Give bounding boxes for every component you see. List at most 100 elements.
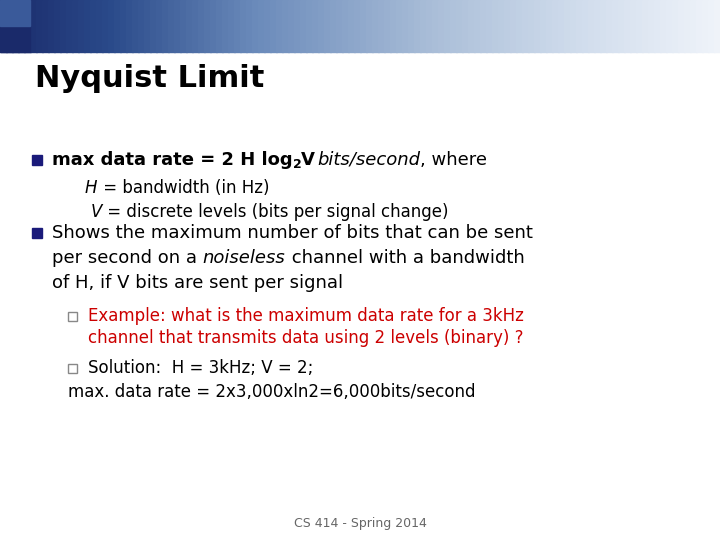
Text: = bandwidth (in Hz): = bandwidth (in Hz) [97, 179, 269, 197]
Bar [438, 0, 445, 52]
Bar [516, 0, 523, 52]
Bar [624, 0, 631, 52]
Text: Solution:  H = 3kHz; V = 2;: Solution: H = 3kHz; V = 2; [88, 359, 313, 377]
Text: per second on a: per second on a [52, 249, 203, 267]
Text: bits/second: bits/second [318, 151, 420, 169]
Text: V: V [302, 151, 315, 169]
Bar [282, 0, 289, 52]
Bar [558, 0, 565, 52]
Text: CS 414 - Spring 2014: CS 414 - Spring 2014 [294, 517, 426, 530]
Bar [294, 0, 301, 52]
Bar [6, 0, 13, 52]
Bar [258, 0, 265, 52]
Bar [414, 0, 421, 52]
Bar [96, 0, 103, 52]
Bar [528, 0, 535, 52]
Text: V: V [91, 203, 102, 221]
Text: = discrete levels (bits per signal change): = discrete levels (bits per signal chang… [102, 203, 449, 221]
Bar [396, 0, 403, 52]
Bar [474, 0, 481, 52]
Bar [24, 0, 31, 52]
Bar [684, 0, 691, 52]
Bar [498, 0, 505, 52]
Text: Shows the maximum number of bits that can be sent: Shows the maximum number of bits that ca… [52, 224, 533, 242]
Bar [120, 0, 127, 52]
Bar [702, 0, 709, 52]
Bar [126, 0, 133, 52]
Bar [18, 0, 25, 52]
Bar [48, 0, 55, 52]
Text: Example: what is the maximum data rate for a 3kHz: Example: what is the maximum data rate f… [88, 307, 524, 325]
Bar [156, 0, 163, 52]
Bar [618, 0, 625, 52]
Bar [630, 0, 637, 52]
Bar [462, 0, 469, 52]
Bar [450, 0, 457, 52]
Text: 2: 2 [292, 158, 302, 171]
Bar [384, 0, 391, 52]
Bar [252, 0, 259, 52]
Bar [522, 0, 529, 52]
Bar [68, 363, 77, 373]
Bar [714, 0, 720, 52]
Bar [288, 0, 295, 52]
Bar [696, 0, 703, 52]
Bar [108, 0, 115, 52]
Bar [588, 0, 595, 52]
Bar [348, 0, 355, 52]
Bar [222, 0, 229, 52]
Bar [300, 0, 307, 52]
Text: noiseless: noiseless [203, 249, 286, 267]
Bar [78, 0, 85, 52]
Bar [72, 0, 79, 52]
Bar [240, 0, 247, 52]
Bar [456, 0, 463, 52]
Bar [30, 0, 37, 52]
Bar [216, 0, 223, 52]
Bar [174, 0, 181, 52]
Bar [636, 0, 643, 52]
Bar [468, 0, 475, 52]
Bar [660, 0, 667, 52]
Bar [90, 0, 97, 52]
Bar [606, 0, 613, 52]
Bar [246, 0, 253, 52]
Text: max. data rate = 2x3,000xln2=6,000bits/second: max. data rate = 2x3,000xln2=6,000bits/s… [68, 383, 475, 401]
Bar [330, 0, 337, 52]
Bar [180, 0, 187, 52]
Bar [546, 0, 553, 52]
Bar [564, 0, 571, 52]
Bar [84, 0, 91, 52]
Bar [144, 0, 151, 52]
Bar [408, 0, 415, 52]
Bar [32, 155, 42, 165]
Text: channel with a bandwidth: channel with a bandwidth [286, 249, 524, 267]
Bar [0, 0, 30, 26]
Bar [306, 0, 313, 52]
Bar [534, 0, 541, 52]
Bar [270, 0, 277, 52]
Bar [504, 0, 511, 52]
Bar [210, 0, 217, 52]
Text: H: H [85, 179, 97, 197]
Bar [36, 0, 43, 52]
Bar [678, 0, 685, 52]
Bar [390, 0, 397, 52]
Bar [690, 0, 697, 52]
Bar [168, 0, 175, 52]
Bar [186, 0, 193, 52]
Bar [612, 0, 619, 52]
Bar [480, 0, 487, 52]
Bar [324, 0, 331, 52]
Bar [264, 0, 271, 52]
Bar [162, 0, 169, 52]
Bar [540, 0, 547, 52]
Bar [420, 0, 427, 52]
Text: of H, if V bits are sent per signal: of H, if V bits are sent per signal [52, 274, 343, 292]
Bar [666, 0, 673, 52]
Bar [378, 0, 385, 52]
Bar [642, 0, 649, 52]
Bar [60, 0, 67, 52]
Bar [708, 0, 715, 52]
Bar [354, 0, 361, 52]
